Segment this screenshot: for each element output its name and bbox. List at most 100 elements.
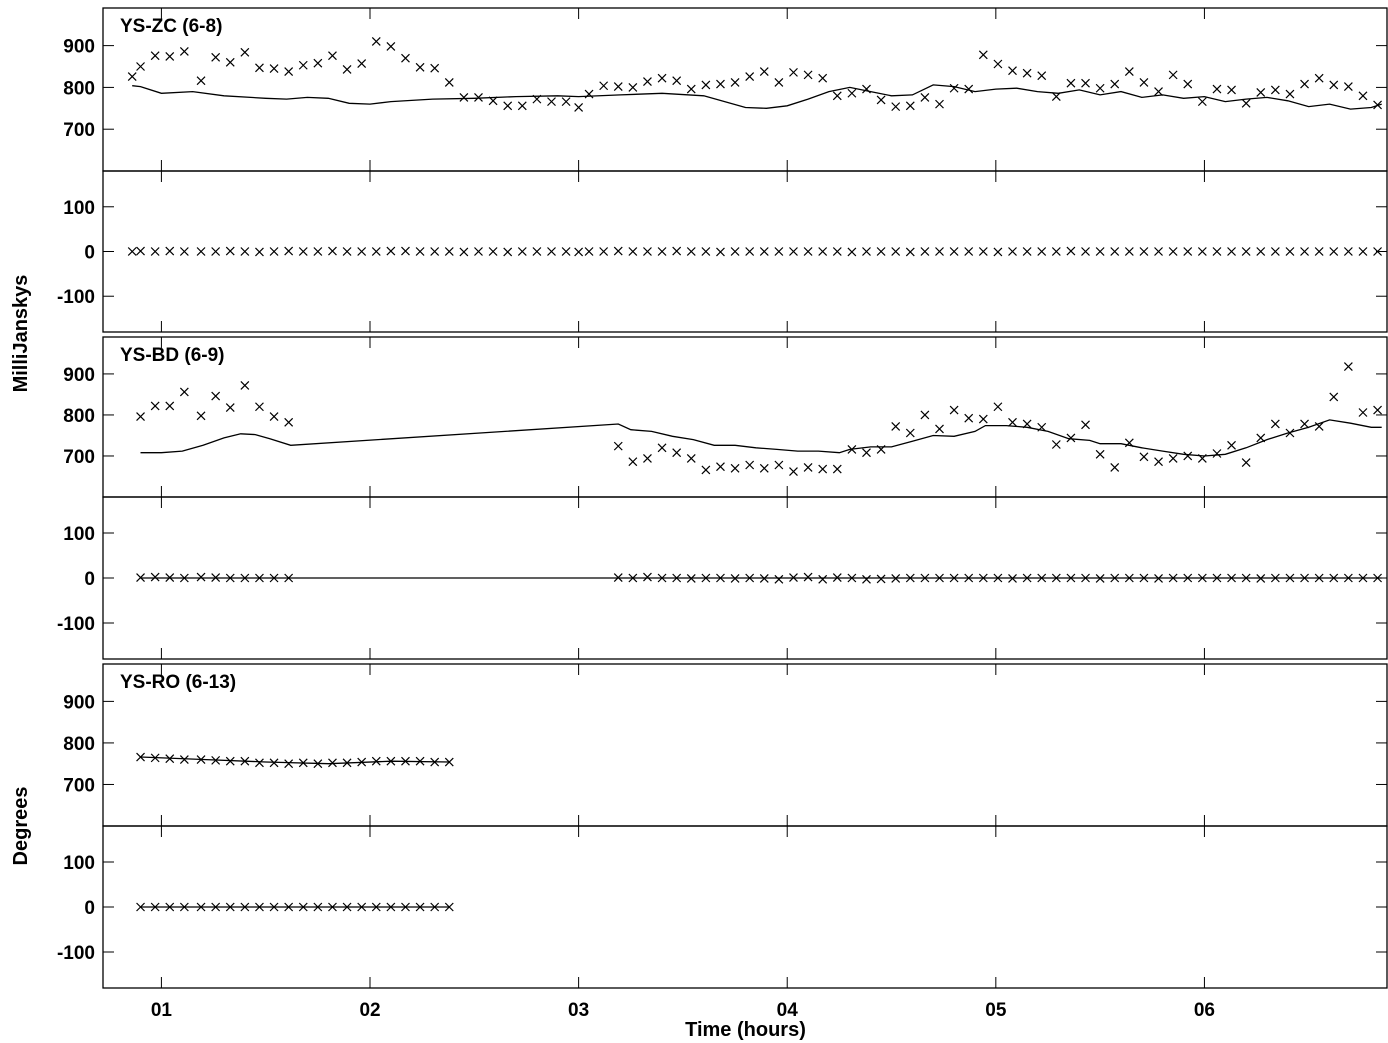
data-point [818, 574, 828, 584]
panel-title: YS-ZC (6-8) [120, 16, 222, 37]
data-point [459, 93, 469, 102]
data-point [150, 902, 160, 912]
data-point [211, 52, 221, 62]
data-point [211, 247, 221, 256]
data-point [964, 413, 974, 423]
data-point [905, 247, 915, 257]
data-point [730, 77, 740, 87]
data-point [978, 414, 988, 424]
data-point [672, 573, 682, 583]
data-point [547, 247, 556, 256]
data-point [574, 103, 584, 112]
data-point [599, 81, 609, 91]
y-tick-label: 900 [63, 37, 95, 58]
data-point [628, 457, 638, 467]
data-point [1183, 573, 1193, 583]
data-point [1373, 405, 1382, 415]
data-point [1270, 573, 1280, 583]
data-point [818, 73, 828, 83]
data-point [240, 756, 250, 766]
data-point [1329, 573, 1339, 583]
data-point [1110, 79, 1120, 89]
data-point [1095, 574, 1105, 583]
y-tick-label: 800 [63, 78, 95, 99]
data-point [905, 101, 915, 111]
data-point [862, 84, 871, 94]
data-point [444, 247, 454, 256]
data-point [1270, 85, 1280, 95]
data-point [628, 82, 638, 92]
data-point [401, 53, 410, 63]
data-point [561, 247, 571, 256]
data-point [1095, 449, 1105, 459]
data-point [165, 902, 175, 912]
data-point [1329, 80, 1339, 90]
data-point [803, 70, 813, 80]
data-point [1066, 246, 1076, 256]
data-point [643, 454, 652, 463]
data-point [716, 462, 725, 472]
data-point [401, 902, 410, 912]
data-point [1300, 79, 1309, 89]
data-point [313, 58, 323, 68]
panel-amplitude-ys-bd: 700 800 900 YS-BD (6-9) [63, 336, 1388, 498]
data-point [225, 403, 235, 412]
data-point [672, 246, 682, 256]
data-point [1008, 247, 1017, 256]
data-point [832, 464, 842, 474]
data-point [949, 573, 959, 583]
data-point [1212, 247, 1222, 256]
panel-frame [102, 663, 1388, 827]
data-point [920, 93, 930, 102]
data-point [847, 573, 857, 583]
panel-amplitude-ys-ro: 700 800 900 YS-RO (6-13) [63, 663, 1388, 827]
data-point [444, 757, 454, 767]
data-point [211, 902, 221, 912]
y-tick-label: 0 [84, 243, 95, 264]
data-point [401, 756, 410, 766]
data-point [342, 65, 352, 74]
data-point [935, 99, 944, 109]
model-line [140, 419, 1382, 457]
data-point [978, 573, 988, 583]
data-point [759, 67, 769, 76]
data-point [613, 573, 623, 582]
data-point [1373, 573, 1382, 583]
data-point [574, 247, 584, 257]
data-point [1285, 247, 1295, 256]
data-point [255, 63, 264, 73]
data-point [1037, 71, 1047, 81]
y-axis-label: MilliJanskys [10, 275, 32, 393]
data-point [328, 758, 337, 768]
data-point [716, 573, 725, 583]
data-point [789, 67, 798, 77]
data-point [686, 574, 696, 583]
data-point [342, 902, 352, 912]
data-point [1124, 247, 1134, 256]
data-point [386, 756, 396, 766]
data-point [517, 247, 527, 256]
data-point [1154, 574, 1163, 583]
data-point [179, 902, 189, 912]
data-point [136, 62, 145, 71]
data-point [628, 247, 638, 256]
data-point [993, 573, 1003, 583]
data-point [949, 405, 959, 415]
data-point [298, 758, 308, 768]
data-point [1066, 433, 1076, 443]
data-point [284, 573, 294, 583]
y-axis-labels: MilliJanskys Degrees [10, 275, 32, 866]
data-point [211, 573, 221, 582]
data-point [284, 902, 294, 912]
data-point [1270, 247, 1280, 256]
data-point [1183, 79, 1193, 89]
data-point [876, 574, 886, 584]
data-point [935, 424, 944, 434]
data-point [150, 247, 160, 256]
data-point [444, 902, 454, 912]
data-point [1343, 362, 1353, 371]
data-point [701, 247, 711, 256]
data-point [1066, 573, 1076, 583]
data-point [1066, 78, 1076, 88]
data-point [920, 573, 930, 583]
